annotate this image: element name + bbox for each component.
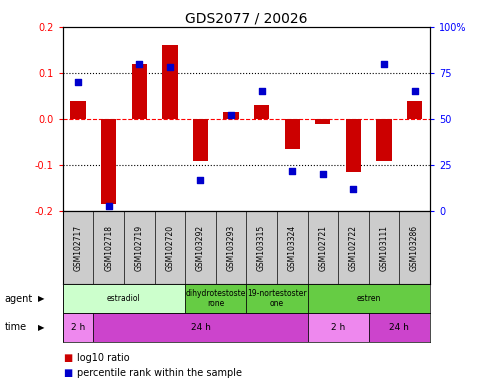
Bar [369,313,430,342]
Bar [101,119,116,204]
Text: ■: ■ [63,368,72,378]
Bar [346,119,361,172]
Text: GSM102721: GSM102721 [318,225,327,271]
Point [74,79,82,85]
Text: GSM102719: GSM102719 [135,225,144,271]
Text: time: time [5,322,27,333]
Bar [407,101,422,119]
Bar [193,119,208,161]
Bar [308,284,430,313]
Text: GSM102720: GSM102720 [165,225,174,271]
Text: 2 h: 2 h [331,323,345,332]
Text: GSM103111: GSM103111 [380,225,388,271]
Text: dihydrotestoste
rone: dihydrotestoste rone [185,289,246,308]
Bar [315,119,330,124]
Point [258,88,266,94]
Text: GSM103315: GSM103315 [257,225,266,271]
Text: 2 h: 2 h [71,323,85,332]
Text: ▶: ▶ [38,323,44,332]
Text: 24 h: 24 h [389,323,409,332]
Text: agent: agent [5,293,33,304]
Text: log10 ratio: log10 ratio [77,353,130,363]
Title: GDS2077 / 20026: GDS2077 / 20026 [185,12,308,26]
Text: percentile rank within the sample: percentile rank within the sample [77,368,242,378]
Bar [63,284,185,313]
Bar [131,64,147,119]
Bar [93,313,308,342]
Point [135,61,143,67]
Point [105,203,113,209]
Bar [284,119,300,149]
Text: GSM102722: GSM102722 [349,225,358,271]
Point [166,65,174,71]
Point [380,61,388,67]
Point [288,167,296,174]
Text: 19-nortestoster
one: 19-nortestoster one [247,289,307,308]
Point [227,112,235,118]
Text: GSM103292: GSM103292 [196,225,205,271]
Bar [185,284,246,313]
Point [197,177,204,183]
Bar [246,284,308,313]
Bar [162,45,177,119]
Bar [254,105,270,119]
Bar [63,313,93,342]
Point [411,88,418,94]
Bar [308,313,369,342]
Bar [223,112,239,119]
Text: ▶: ▶ [38,294,44,303]
Text: 24 h: 24 h [190,323,211,332]
Text: GSM103293: GSM103293 [227,225,236,271]
Text: ■: ■ [63,353,72,363]
Text: GSM103286: GSM103286 [410,225,419,271]
Text: GSM103324: GSM103324 [288,225,297,271]
Bar [71,101,86,119]
Bar [376,119,392,161]
Text: GSM102718: GSM102718 [104,225,113,271]
Point [350,186,357,192]
Text: estradiol: estradiol [107,294,141,303]
Text: estren: estren [356,294,381,303]
Text: GSM102717: GSM102717 [73,225,83,271]
Point [319,171,327,177]
